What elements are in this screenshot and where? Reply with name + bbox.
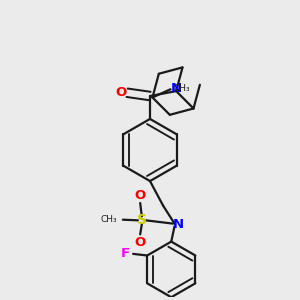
Text: O: O xyxy=(135,236,146,249)
Text: CH₃: CH₃ xyxy=(101,215,117,224)
Text: CH₃: CH₃ xyxy=(173,84,190,93)
Text: O: O xyxy=(135,189,146,202)
Text: S: S xyxy=(137,213,147,227)
Text: N: N xyxy=(173,218,184,231)
Text: F: F xyxy=(121,248,130,260)
Text: O: O xyxy=(116,85,127,99)
Text: N: N xyxy=(171,82,182,95)
